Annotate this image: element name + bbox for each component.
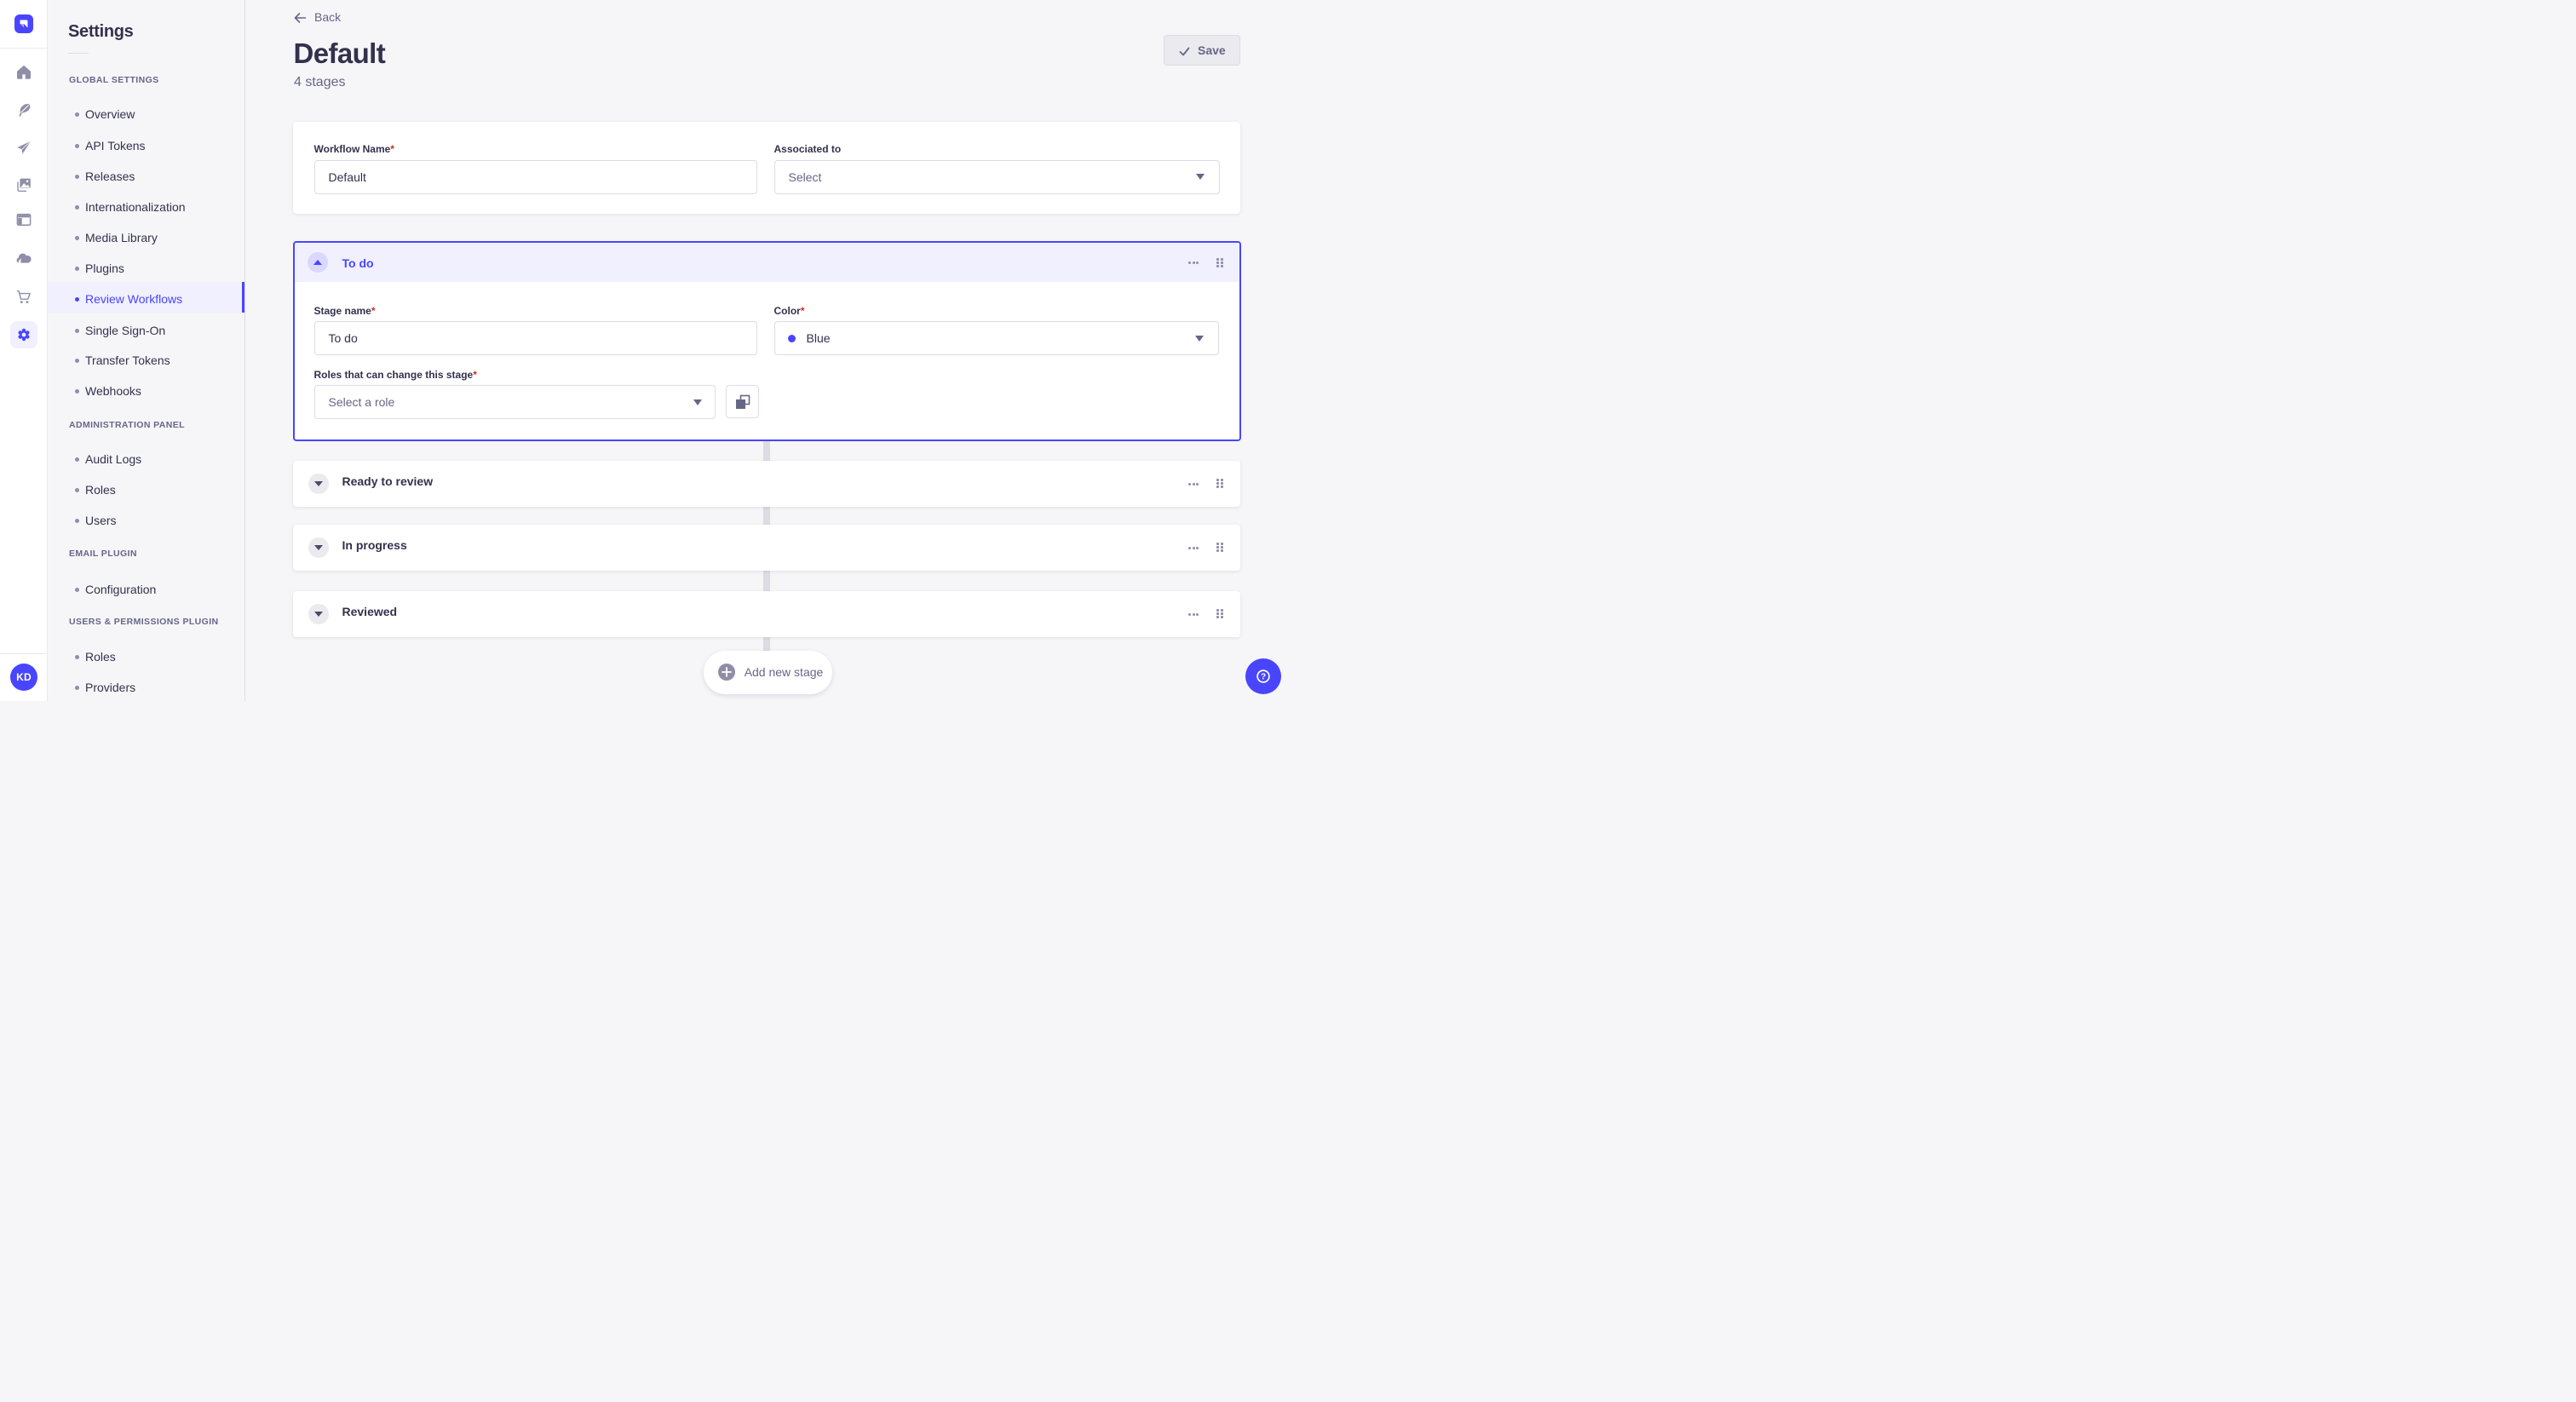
- svg-text:?: ?: [1261, 672, 1266, 681]
